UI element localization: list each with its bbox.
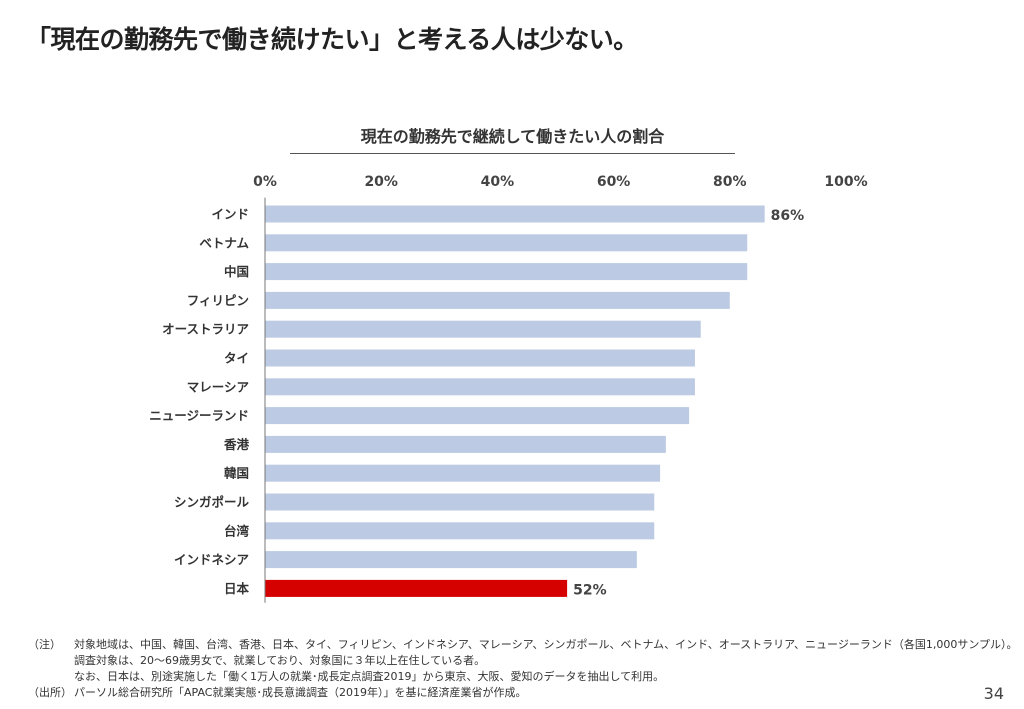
bar — [265, 407, 690, 425]
source-text: パーソル総合研究所「APAC就業実態･成長意識調査（2019年）」を基に経済産業… — [74, 686, 527, 699]
bar — [265, 205, 765, 223]
x-tick-label: 0% — [253, 174, 277, 190]
source-label: （出所） — [28, 686, 72, 699]
x-tick-label: 80% — [713, 174, 747, 190]
chart-title: 現在の勤務先で継続して働きたい人の割合 — [290, 123, 735, 154]
bar — [265, 349, 695, 367]
category-label: インドネシア — [174, 552, 249, 567]
category-label: オーストラリア — [162, 322, 249, 337]
category-label: ニュージーランド — [149, 408, 249, 423]
category-label: 日本 — [224, 581, 250, 596]
bar — [265, 464, 661, 482]
page-title: 「現在の勤務先で働き続けたい」と考える人は少ない。 — [26, 25, 638, 54]
note-line: 対象地域は、中国、韓国、台湾、香港、日本、タイ、フィリピン、インドネシア、マレー… — [74, 638, 1018, 651]
bar-chart: 0% 20% 40% 60% 80% 100% インド 86% ベトナム中国フィリピンオーストラ… — [149, 174, 868, 603]
bar — [265, 522, 655, 540]
x-tick-label: 100% — [824, 174, 867, 190]
data-label: 52% — [573, 582, 607, 598]
bar — [265, 234, 748, 252]
bar — [265, 579, 568, 597]
x-tick-label: 40% — [481, 174, 515, 190]
x-tick-label: 20% — [364, 174, 398, 190]
category-label: インド — [211, 207, 249, 222]
category-label: 中国 — [224, 264, 249, 279]
bar — [265, 378, 695, 396]
category-label: フィリピン — [187, 293, 249, 308]
footnotes: （注） 対象地域は、中国、韓国、台湾、香港、日本、タイ、フィリピン、インドネシア、… — [28, 637, 1018, 701]
note-label: （注） — [28, 638, 61, 651]
category-label: 台湾 — [224, 523, 250, 538]
note-line: 調査対象は、20～69歳男女で、就業しており、対象国に３年以上在住している者。 — [74, 654, 486, 667]
bar — [265, 551, 637, 569]
data-label: 86% — [771, 208, 805, 224]
category-label: 香港 — [223, 437, 250, 452]
note-line: なお、日本は、別途実施した「働く1万人の就業･成長定点調査2019」から東京、大… — [74, 670, 665, 683]
bar — [265, 493, 655, 511]
category-label: マレーシア — [187, 379, 249, 394]
category-label: 韓国 — [224, 466, 249, 481]
category-label: ベトナム — [199, 235, 249, 250]
bar — [265, 320, 701, 338]
page-number: 34 — [983, 684, 1004, 703]
bar — [265, 291, 730, 309]
category-label: シンガポール — [174, 495, 250, 510]
category-label: タイ — [224, 351, 249, 366]
x-tick-label: 60% — [597, 174, 631, 190]
bar — [265, 435, 666, 453]
bar — [265, 263, 748, 281]
